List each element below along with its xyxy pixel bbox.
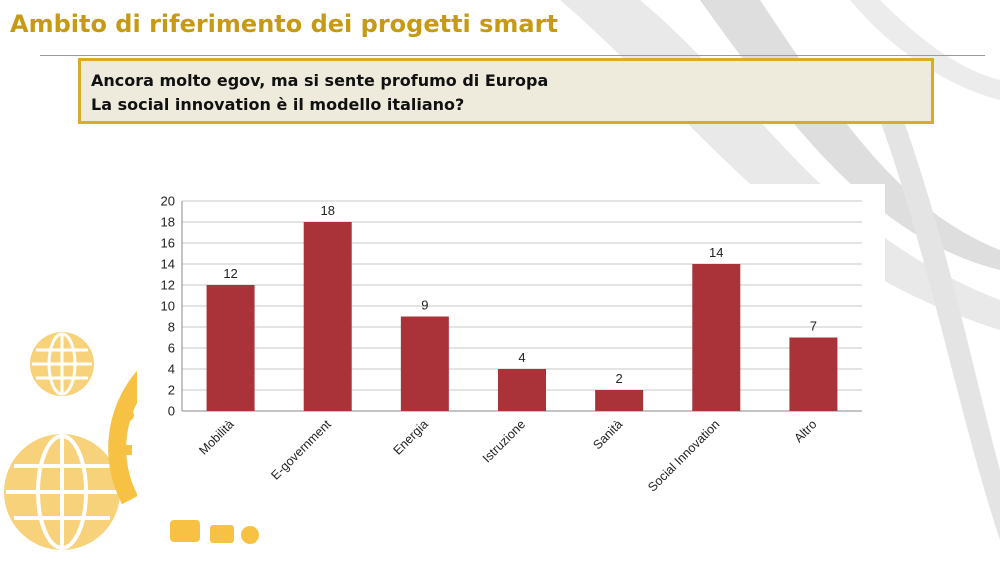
data-label: 14	[709, 245, 723, 260]
y-tick-label: 4	[168, 362, 175, 377]
data-label: 4	[518, 350, 525, 365]
y-tick-label: 14	[161, 257, 175, 272]
bar	[498, 369, 546, 411]
category-label: E-government	[268, 417, 334, 483]
y-tick-label: 18	[161, 215, 175, 230]
data-label: 18	[320, 203, 334, 218]
y-tick-label: 8	[168, 320, 175, 335]
data-label: 9	[421, 298, 428, 313]
globe-icon-small	[30, 332, 94, 396]
y-tick-label: 0	[168, 404, 175, 419]
bar	[595, 390, 644, 411]
title-divider	[40, 55, 985, 56]
category-label: Sanità	[590, 417, 625, 452]
y-tick-label: 2	[168, 383, 175, 398]
subtitle-line-1: Ancora molto egov, ma si sente profumo d…	[91, 71, 549, 90]
bar	[789, 337, 838, 411]
bar	[206, 285, 255, 411]
chart-panel: 0 2 4 6 8 10 12 14 16 18 20 12 Mobilità 18 E-governmen…	[137, 184, 885, 520]
category-label: Energia	[391, 417, 431, 457]
category-label: Altro	[791, 417, 819, 445]
subtitle-box: Ancora molto egov, ma si sente profumo d…	[78, 58, 934, 124]
bar-chart: 0 2 4 6 8 10 12 14 16 18 20 12 Mobilità 18 E-governmen…	[161, 194, 862, 494]
bar	[692, 264, 741, 411]
category-label: Istruzione	[480, 417, 528, 465]
category-label: Social Innovation	[645, 417, 722, 494]
y-tick-label: 10	[161, 299, 175, 314]
bar	[303, 222, 352, 411]
globe-icon-large	[4, 434, 120, 550]
slide-title: Ambito di riferimento dei progetti smart	[10, 10, 558, 38]
y-tick-label: 16	[161, 236, 175, 251]
decorative-graphics	[4, 332, 259, 550]
subtitle-line-2: La social innovation è il modello italia…	[91, 95, 465, 114]
data-label: 2	[616, 371, 623, 386]
data-label: 7	[810, 319, 817, 334]
y-tick-label: 20	[161, 194, 175, 209]
bar	[400, 316, 449, 411]
data-label: 12	[223, 266, 237, 281]
y-tick-label: 6	[168, 341, 175, 356]
y-tick-label: 12	[161, 278, 175, 293]
category-label: Mobilità	[196, 417, 236, 457]
